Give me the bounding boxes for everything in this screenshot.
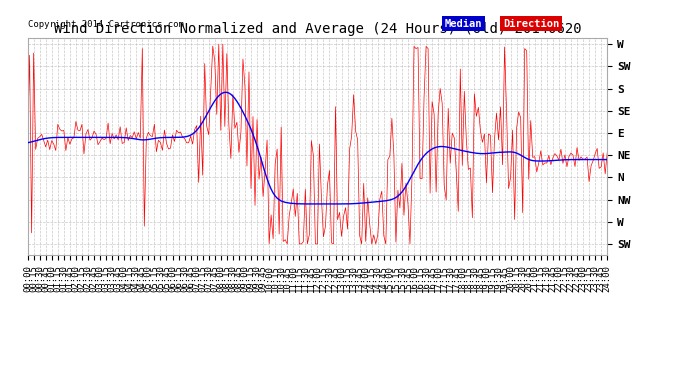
Text: Median: Median bbox=[445, 19, 482, 29]
Title: Wind Direction Normalized and Average (24 Hours) (Old) 20140620: Wind Direction Normalized and Average (2… bbox=[54, 22, 581, 36]
Text: Direction: Direction bbox=[503, 19, 559, 29]
Text: Copyright 2014 Cartronics.com: Copyright 2014 Cartronics.com bbox=[28, 20, 184, 29]
